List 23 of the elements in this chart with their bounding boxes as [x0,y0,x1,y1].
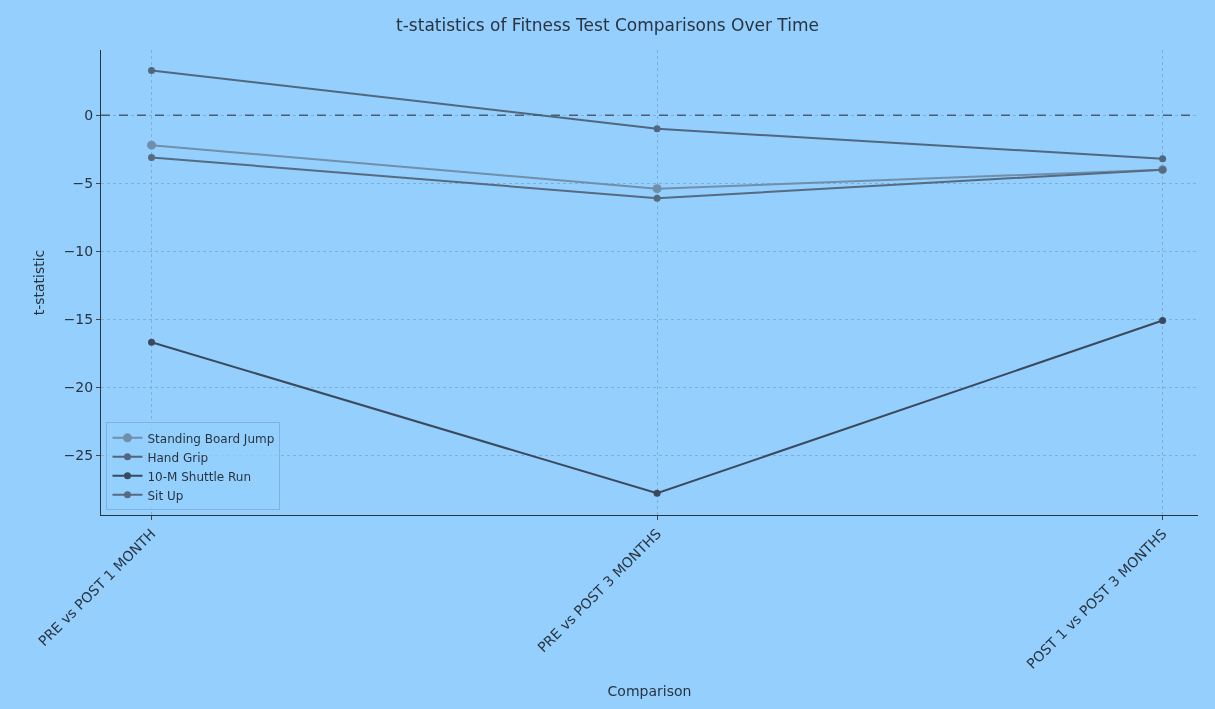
y-tick-label: −15 [63,311,94,328]
legend-label: Standing Board Jump [147,431,275,446]
y-tick-label: −25 [63,447,94,464]
point [1159,155,1167,163]
point [653,194,661,202]
x-axis-title: Comparison [607,683,692,700]
y-tick-label: −5 [72,175,94,192]
legend-label: 10-M Shuttle Run [147,469,252,484]
point [652,184,662,194]
y-tick-label: 0 [84,107,94,124]
point [653,489,661,497]
y-tick-label: −20 [63,379,94,396]
point [653,125,661,133]
point [148,153,156,161]
legend-label: Hand Grip [147,450,209,465]
chart-title: t-statistics of Fitness Test Comparisons Over Time [396,14,819,35]
point [147,140,157,150]
y-tick-label: −10 [63,243,94,260]
point [148,66,156,74]
legend-label: Sit Up [147,488,184,503]
point [1159,317,1167,325]
y-axis-title: t-statistic [31,249,48,316]
point [148,338,156,346]
